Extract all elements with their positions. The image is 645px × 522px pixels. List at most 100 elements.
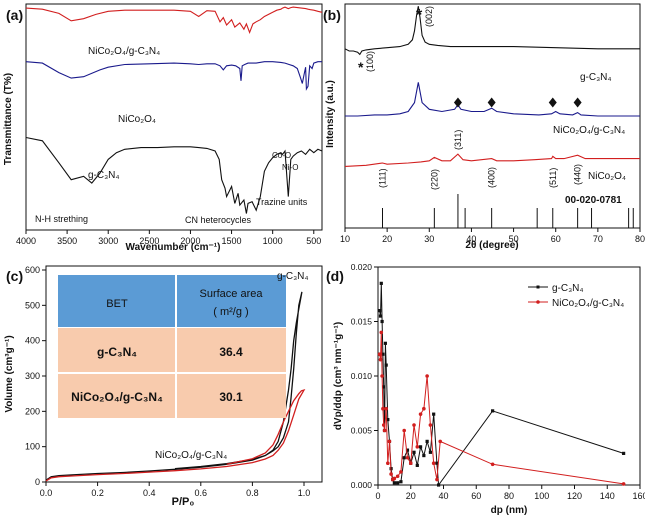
panel-a-annotation: Ni-O <box>282 163 298 172</box>
panel-d-data-point <box>490 462 495 467</box>
panel-d-legend-marker <box>536 285 540 289</box>
panel-d-legend-label: NiCo₂O₄/g-C₃N₄ <box>552 298 624 309</box>
panel-c-legend-label: NiCo₂O₄/g-C₃N₄ <box>155 450 227 461</box>
panel-d-data-point <box>399 470 403 474</box>
panel-d-x-tick-label: 60 <box>471 491 481 501</box>
panel-d-data-point <box>379 330 384 335</box>
panel-b-legend-label: NiCo₂O₄/g-C₃N₄ <box>553 125 625 136</box>
panel-c-y-tick-label: 400 <box>25 336 40 346</box>
panel-d-data-point <box>415 445 420 449</box>
panel-d-data-point <box>428 450 432 454</box>
panel-b-reference-card: 00-020-0781 <box>565 195 622 206</box>
panel-d-data-point <box>395 474 400 479</box>
panel-d-data-point <box>392 476 397 481</box>
panel-c-y-tick-label: 500 <box>25 300 40 310</box>
panel-d-data-point <box>418 445 423 449</box>
panel-a-annotation: Trazine units <box>256 197 308 207</box>
panel-b-x-tick-label: 40 <box>466 234 476 244</box>
panel-d-x-tick-label: 0 <box>375 491 380 501</box>
panel-c-x-tick-label: 0.8 <box>246 488 259 498</box>
panel-c-x-tick-label: 0.2 <box>91 488 104 498</box>
panel-d-data-point <box>402 428 407 433</box>
panel-d-y-tick-label: 0.000 <box>351 480 373 490</box>
panel-a-y-label: Transmittance (T%) <box>3 73 14 165</box>
panel-d-data-point <box>412 450 416 454</box>
bet-table-cell: g-C₃N₄ <box>97 345 137 359</box>
panel-d-legend-label: g-C₃N₄ <box>552 283 584 294</box>
panel-d-data-point <box>399 480 403 484</box>
panel-b-star-marker: * <box>416 7 423 24</box>
panel-b-x-tick-label: 20 <box>382 234 392 244</box>
panel-d-data-point <box>383 341 387 345</box>
panel-a-x-tick-label: 1000 <box>263 236 283 246</box>
panel-d-data-point <box>396 481 400 485</box>
panel-d-x-tick-label: 120 <box>567 491 582 501</box>
panel-b-y-label: Intensity (a.u.) <box>325 80 336 148</box>
panel-d-data-point <box>431 461 436 466</box>
panel-a-frame <box>25 3 323 231</box>
panel-d-data-point <box>491 409 495 413</box>
panel-d-x-tick-label: 160 <box>632 491 645 501</box>
panel-a-legend-label: NiCo₂O₄ <box>118 114 156 125</box>
panel-a-annotation: Co-O <box>272 151 291 160</box>
panel-d-data-point <box>405 455 410 460</box>
panel-d-data-point <box>378 314 383 318</box>
panel-d-data-point <box>377 352 382 357</box>
panel-d-data-point <box>621 482 626 486</box>
bet-table-cell: NiCo₂O₄/g-C₃N₄ <box>71 390 163 404</box>
panel-c-tag: (c) <box>6 268 23 284</box>
panel-c-x-label: P/P₀ <box>172 496 195 508</box>
panel-b-tag: (b) <box>323 7 341 23</box>
panel-d-y-label: dVp/ddp (cm³ nm⁻¹g⁻¹) <box>333 322 344 430</box>
panel-d-data-point <box>432 412 436 416</box>
panel-b-peak-label: (440) <box>573 164 583 185</box>
panel-d-data-point <box>378 357 383 362</box>
panel-b-x-tick-label: 60 <box>551 234 561 244</box>
panel-b-x-label: 2θ (degree) <box>465 240 518 251</box>
panel-c-y-tick-label: 100 <box>25 442 40 452</box>
panel-d-x-tick-label: 140 <box>600 491 615 501</box>
panel-d-data-point <box>384 363 388 367</box>
panel-b-peak-label: (111) <box>378 168 388 188</box>
panel-d-data-point <box>622 451 626 455</box>
panel-c-series-line <box>45 389 306 482</box>
panel-d-x-tick-label: 40 <box>438 491 448 501</box>
panel-b-star-marker: * <box>358 59 364 75</box>
panel-d-legend-marker <box>536 300 540 304</box>
panel-a-annotation: CN heterocycles <box>185 215 252 225</box>
panel-d-data-point <box>380 319 384 324</box>
panel-d-data-point <box>389 472 393 476</box>
panel-d-x-label: dp (nm) <box>491 505 528 516</box>
panel-d-data-point <box>435 461 439 465</box>
panel-d-data-point <box>425 439 429 443</box>
panel-c-x-tick-label: 0.6 <box>195 488 208 498</box>
panel-d-data-point <box>436 483 441 487</box>
panel-b-series-line <box>344 6 640 56</box>
panel-d-data-point <box>438 439 443 444</box>
panel-b-diamond-marker <box>487 97 496 108</box>
panel-b-diamond-marker <box>573 97 582 108</box>
panel-d-y-tick-label: 0.020 <box>351 262 373 272</box>
panel-d-y-tick-label: 0.010 <box>351 371 373 381</box>
panel-b-legend-label: NiCo₂O₄ <box>588 171 626 182</box>
panel-d-data-point <box>412 423 416 427</box>
panel-d-data-point <box>387 439 392 444</box>
bet-table-cell: 30.1 <box>219 390 243 404</box>
panel-d-tag: (d) <box>326 268 344 284</box>
panel-a-series-line <box>25 6 323 34</box>
panel-d-data-point <box>381 423 386 427</box>
panel-c-legend-label: g-C₃N₄ <box>277 271 309 282</box>
panel-b-diamond-marker <box>548 97 557 108</box>
panel-a-x-tick-label: 2500 <box>139 236 159 246</box>
panel-a-x-label: Wavenumber (cm⁻¹) <box>126 242 221 253</box>
panel-d-data-point <box>435 477 439 482</box>
panel-d-data-point <box>378 309 382 313</box>
panel-c-x-tick-label: 0.0 <box>40 488 53 498</box>
panel-a-x-tick-label: 3500 <box>57 236 77 246</box>
panel-b-peak-label: (002) <box>424 6 434 27</box>
panel-d-data-point <box>392 481 396 485</box>
panel-b-peak-label: (511) <box>548 168 558 188</box>
panel-b-series-line <box>344 153 640 167</box>
panel-d-data-point <box>425 374 429 378</box>
